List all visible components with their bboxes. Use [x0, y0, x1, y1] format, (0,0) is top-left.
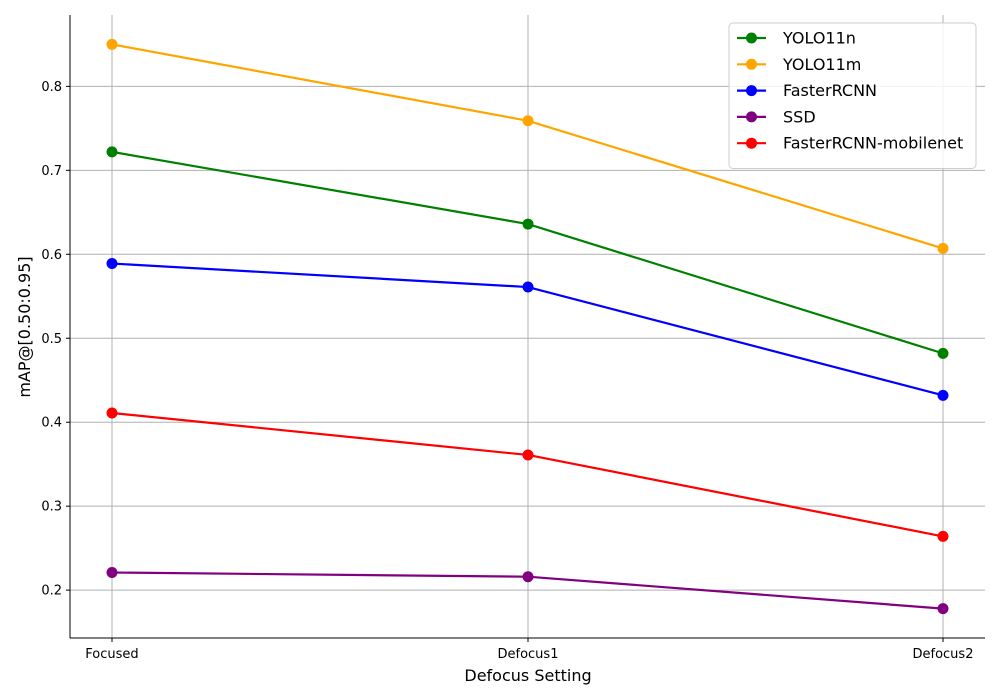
x-tick-label: Defocus1 — [498, 647, 559, 662]
legend-marker — [746, 137, 757, 149]
y-tick-label: 0.8 — [41, 80, 62, 95]
legend-label: FasterRCNN — [783, 81, 877, 100]
data-point — [106, 407, 118, 419]
legend-label: SSD — [783, 107, 816, 126]
data-point — [522, 571, 534, 583]
series-fasterrcnn — [106, 258, 949, 401]
legend-item: SSD — [737, 107, 816, 126]
legend-label: FasterRCNN-mobilenet — [783, 134, 963, 153]
data-point — [106, 258, 118, 270]
legend-item: YOLO11m — [737, 55, 861, 74]
legend: YOLO11n YOLO11m FasterRCNN SSD FasterRCNN-mo… — [728, 22, 977, 169]
data-point — [106, 567, 118, 579]
y-tick-label: 0.6 — [41, 248, 62, 263]
y-axis-label: mAP@[0.50:0.95] — [15, 256, 34, 397]
data-point — [522, 281, 534, 293]
x-tick-label: Focused — [85, 647, 138, 662]
x-ticks: Focused Defocus1 Defocus2 — [85, 638, 973, 662]
data-point — [937, 389, 949, 401]
y-tick-label: 0.7 — [41, 164, 62, 179]
y-tick-label: 0.3 — [41, 500, 62, 515]
legend-item: YOLO11n — [737, 29, 856, 48]
x-axis-label: Defocus Setting — [464, 666, 591, 685]
legend-marker — [746, 32, 757, 44]
series-yolo11n — [106, 146, 949, 359]
series — [106, 38, 949, 615]
data-point — [106, 146, 118, 158]
data-point — [937, 530, 949, 542]
legend-marker — [746, 58, 757, 70]
legend-box — [728, 22, 977, 169]
data-point — [522, 218, 534, 230]
y-ticks: 0.2 0.3 0.4 0.5 0.6 0.7 0.8 — [41, 80, 70, 599]
data-point — [522, 115, 534, 127]
series-fasterrcnn-mobilenet — [106, 407, 949, 542]
x-tick-label: Defocus2 — [913, 647, 974, 662]
series-ssd — [106, 567, 949, 615]
series-yolo11m — [106, 38, 949, 254]
y-tick-label: 0.2 — [41, 584, 62, 599]
y-tick-label: 0.4 — [41, 416, 62, 431]
legend-item: FasterRCNN-mobilenet — [737, 134, 963, 153]
legend-marker — [746, 111, 757, 123]
y-tick-label: 0.5 — [41, 332, 62, 347]
data-point — [937, 347, 949, 359]
legend-label: YOLO11n — [782, 29, 856, 48]
data-point — [937, 603, 949, 615]
data-point — [522, 449, 534, 461]
legend-item: FasterRCNN — [737, 81, 877, 100]
legend-label: YOLO11m — [782, 55, 861, 74]
legend-marker — [746, 85, 757, 97]
data-point — [106, 38, 118, 50]
data-point — [937, 242, 949, 254]
